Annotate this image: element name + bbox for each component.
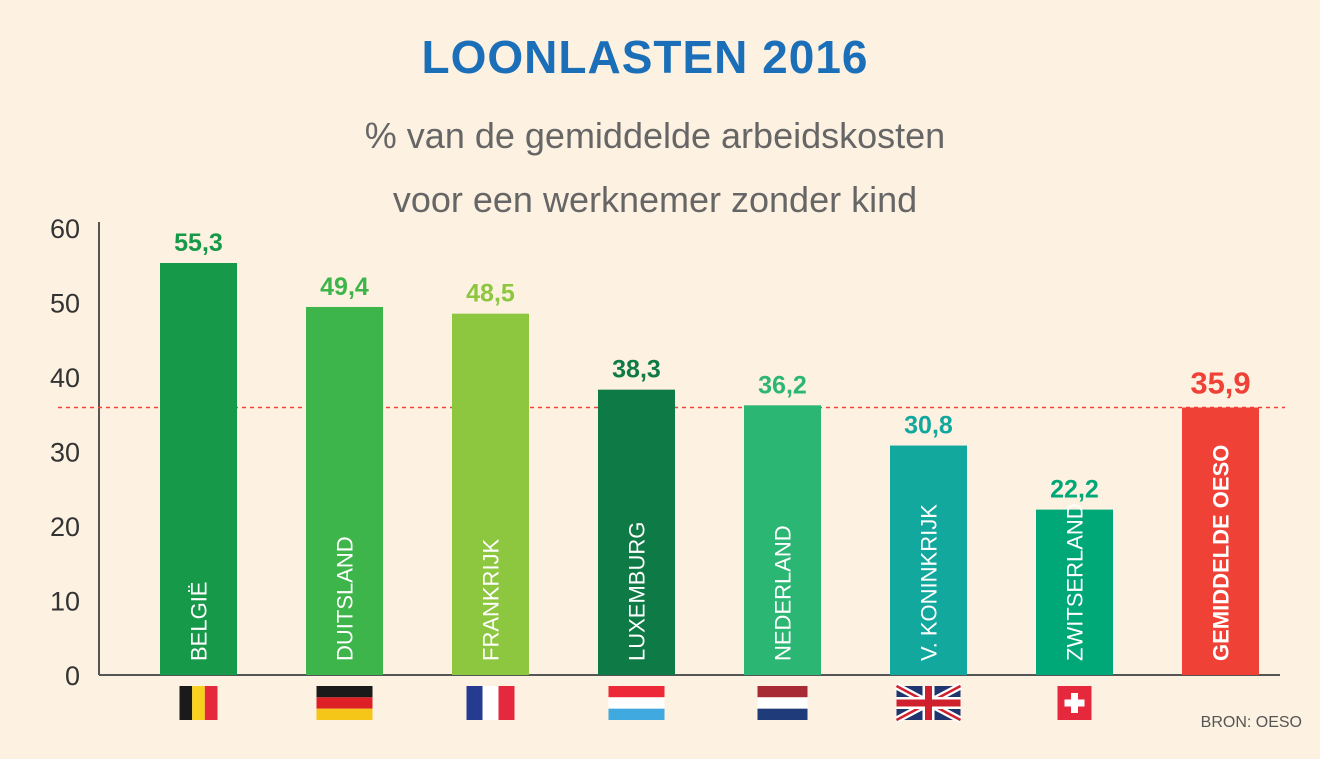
value-label: 49,4 xyxy=(320,273,369,301)
bar xyxy=(744,405,821,675)
bar-group: 48,5 FRANKRIJK xyxy=(452,280,529,675)
bar-group: 35,9 GEMIDDELDE OESO xyxy=(1182,366,1259,675)
y-tick-label: 0 xyxy=(65,661,80,691)
flag-cross xyxy=(1064,699,1085,707)
category-label: FRANKRIJK xyxy=(479,538,504,661)
category-label: ZWITSERLAND xyxy=(1063,503,1088,661)
chart-title: LOONLASTEN 2016 xyxy=(421,31,869,83)
bar xyxy=(306,306,383,675)
source-note: BRON: OESO xyxy=(1200,714,1302,731)
germany-flag-icon xyxy=(316,686,373,720)
y-tick-label: 50 xyxy=(50,289,80,319)
y-tick-label: 20 xyxy=(50,512,80,542)
bar-group: 38,3 LUXEMBURG xyxy=(598,356,675,675)
bar xyxy=(452,313,529,675)
y-tick-label: 40 xyxy=(50,363,80,393)
netherlands-flag-icon xyxy=(757,686,808,720)
switzerland-flag-icon xyxy=(1057,686,1092,720)
y-tick-label: 60 xyxy=(50,214,80,244)
category-label: DUITSLAND xyxy=(333,536,358,661)
flag-stripe xyxy=(608,697,665,709)
bar xyxy=(890,445,967,675)
flag-stripe xyxy=(179,686,193,720)
bars: 55,3 BELGIË 49,4 DUITSLAND 48,5 FRANKRIJK 38,3… xyxy=(160,229,1259,675)
flag-cross xyxy=(896,699,961,707)
belgium-flag-icon xyxy=(179,686,218,720)
flag-stripe xyxy=(316,708,373,720)
category-label: GEMIDDELDE OESO xyxy=(1209,445,1234,661)
bar-group: 49,4 DUITSLAND xyxy=(306,273,383,675)
flag-stripe xyxy=(757,686,808,698)
value-label: 36,2 xyxy=(758,371,807,399)
category-label: LUXEMBURG xyxy=(625,522,650,661)
bar-group: 36,2 NEDERLAND xyxy=(744,371,821,675)
uk-flag-icon xyxy=(894,682,963,724)
value-label: 38,3 xyxy=(612,356,661,384)
chart-subtitle: % van de gemiddelde arbeidskosten voor e… xyxy=(0,104,1310,232)
category-label: BELGIË xyxy=(187,582,212,661)
flag-stripe xyxy=(466,686,483,720)
flag-stripe xyxy=(498,686,515,720)
chart-subtitle-line-2: voor een werknemer zonder kind xyxy=(392,179,918,220)
category-label: V. KONINKRIJK xyxy=(917,504,942,661)
category-label: NEDERLAND xyxy=(771,525,796,661)
y-tick-label: 10 xyxy=(50,587,80,617)
y-tick-label: 30 xyxy=(50,438,80,468)
bar xyxy=(1182,407,1259,675)
flag-stripe xyxy=(482,686,499,720)
value-label: 55,3 xyxy=(174,229,223,257)
france-flag-icon xyxy=(466,686,515,720)
bar-group: 30,8 V. KONINKRIJK xyxy=(890,412,967,675)
flag-stripe xyxy=(316,686,373,698)
chart-subtitle-line-1: % van de gemiddelde arbeidskosten xyxy=(364,115,946,156)
flag-stripe xyxy=(608,686,665,698)
flag-stripe xyxy=(192,686,205,720)
bar xyxy=(160,263,237,675)
flag-stripe xyxy=(204,686,218,720)
bar xyxy=(598,389,675,675)
chart-axes: 0 10 20 30 40 50 60 xyxy=(50,214,1280,691)
flag-stripe xyxy=(757,708,808,720)
flag-stripe xyxy=(608,708,665,720)
value-label: 22,2 xyxy=(1050,476,1099,504)
country-flags xyxy=(179,682,1092,724)
bar-group: 55,3 BELGIË xyxy=(160,229,237,675)
flag-stripe xyxy=(757,697,808,709)
value-label: 30,8 xyxy=(904,412,953,440)
value-label: 48,5 xyxy=(466,280,515,308)
bar xyxy=(1036,509,1113,675)
value-label: 35,9 xyxy=(1190,366,1250,401)
flag-stripe xyxy=(316,697,373,709)
luxembourg-flag-icon xyxy=(608,686,665,720)
